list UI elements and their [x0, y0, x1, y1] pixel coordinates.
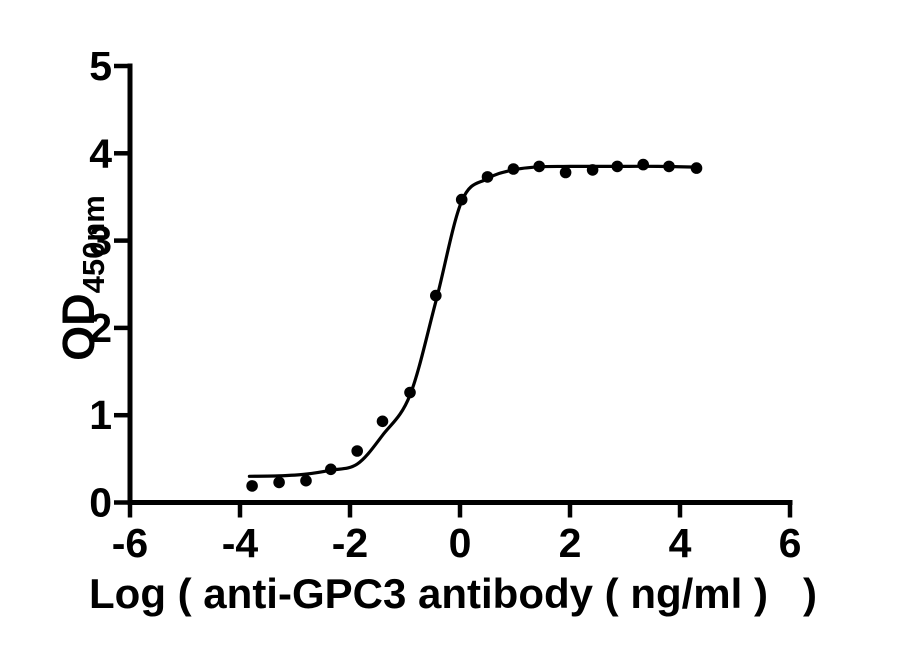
data-point	[430, 289, 442, 302]
y-tick-label: 1	[89, 392, 112, 438]
y-tick-label: 2	[89, 305, 112, 351]
data-point	[507, 163, 520, 175]
data-point	[376, 415, 389, 428]
data-point	[351, 445, 364, 457]
data-point	[404, 386, 416, 399]
data-point	[246, 480, 258, 492]
data-point	[533, 160, 545, 173]
data-point	[481, 171, 494, 183]
x-tick-label: 2	[559, 520, 582, 566]
fit-curve	[247, 164, 700, 478]
x-tick-label: 4	[669, 520, 692, 566]
data-point	[559, 166, 572, 179]
data-points-layer	[246, 158, 703, 492]
x-tick-label: 0	[449, 520, 472, 566]
y-tick-label: 3	[89, 218, 112, 264]
x-tick-label: -6	[112, 520, 148, 566]
data-point	[300, 474, 312, 487]
y-tick-label: 4	[89, 130, 112, 176]
x-tick-label: -2	[332, 520, 368, 566]
x-tick-label: -4	[222, 520, 259, 566]
data-point	[273, 476, 285, 489]
y-tick-label: 0	[89, 480, 112, 526]
x-tick-label: 6	[779, 520, 802, 566]
axes-layer: 0 1 2 3 4 5 -6 -4 -2 0 2 4 6	[89, 43, 801, 566]
data-point	[611, 160, 624, 173]
y-axis-title-subscript: 450nm	[76, 195, 111, 293]
data-point	[325, 463, 337, 476]
fit-curve-layer	[247, 164, 700, 478]
x-axis-title: Log ( anti-GPC3 antibody ( ng/ml ) )	[89, 570, 817, 617]
data-point	[586, 164, 599, 176]
y-axis-title-main: OD	[53, 293, 104, 361]
y-axis-title: OD450nm	[53, 195, 111, 361]
data-point	[455, 193, 468, 206]
data-point	[637, 158, 649, 171]
data-point	[690, 162, 703, 174]
y-tick-label: 5	[89, 43, 112, 89]
data-point	[663, 160, 675, 173]
